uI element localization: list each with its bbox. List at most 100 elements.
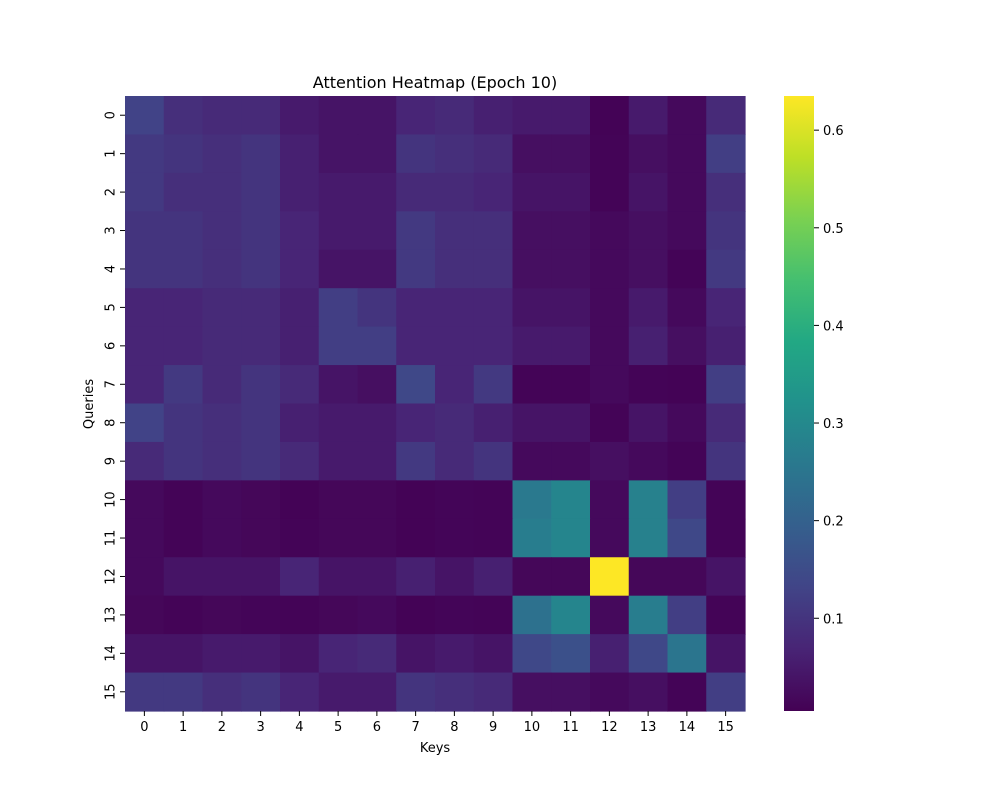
heatmap-cell-r5-c7 bbox=[396, 288, 436, 328]
heatmap-cell-r1-c13 bbox=[628, 134, 669, 174]
heatmap-cell-r8-c9 bbox=[473, 403, 514, 443]
heatmap-cell-r14-c12 bbox=[590, 634, 630, 674]
heatmap-cell-r15-c2 bbox=[202, 672, 242, 712]
heatmap-cell-r4-c10 bbox=[512, 249, 552, 289]
heatmap-cell-r5-c3 bbox=[241, 288, 281, 328]
heatmap-cell-r14-c1 bbox=[163, 634, 204, 674]
colorbar-ticks: 0.1 0.2 0.3 0.4 0.5 0.6 bbox=[814, 124, 844, 627]
heatmap-cell-r2-c5 bbox=[318, 172, 359, 212]
heatmap-cell-r12-c7 bbox=[396, 557, 436, 597]
heatmap-cell-r6-c11 bbox=[551, 326, 591, 366]
heatmap-cell-r14-c3 bbox=[241, 634, 281, 674]
heatmap-cell-r15-c4 bbox=[280, 672, 320, 712]
heatmap-cell-r15-c0 bbox=[125, 672, 165, 712]
colorbar-tick-label: 0.2 bbox=[823, 515, 844, 530]
x-tick-label: 14 bbox=[679, 720, 696, 735]
y-tick-label: 3 bbox=[104, 226, 119, 234]
heatmap-cell-r6-c9 bbox=[473, 326, 514, 366]
y-tick-label: 10 bbox=[104, 491, 119, 508]
heatmap-cell-r12-c5 bbox=[318, 557, 359, 597]
heatmap-cell-r13-c0 bbox=[125, 595, 165, 635]
heatmap-cell-r4-c2 bbox=[202, 249, 242, 289]
heatmap-cell-r5-c9 bbox=[473, 288, 514, 328]
heatmap-cell-r4-c3 bbox=[241, 249, 281, 289]
heatmap-cell-r11-c7 bbox=[396, 518, 436, 558]
heatmap-cell-r3-c13 bbox=[628, 211, 669, 251]
heatmap-cell-r11-c3 bbox=[241, 518, 281, 558]
heatmap-cell-r0-c2 bbox=[202, 96, 242, 136]
x-tick-label: 9 bbox=[489, 720, 497, 735]
heatmap-cell-r14-c8 bbox=[435, 634, 475, 674]
heatmap-cell-r14-c10 bbox=[512, 634, 552, 674]
heatmap-cell-r4-c0 bbox=[125, 249, 165, 289]
heatmap-cell-r0-c5 bbox=[318, 96, 359, 136]
heatmap-cell-r14-c15 bbox=[706, 634, 746, 674]
heatmap-cell-r5-c11 bbox=[551, 288, 591, 328]
y-tick-label: 9 bbox=[104, 457, 119, 465]
heatmap-cell-r3-c1 bbox=[163, 211, 204, 251]
heatmap-cell-r3-c15 bbox=[706, 211, 746, 251]
heatmap-cell-r6-c1 bbox=[163, 326, 204, 366]
heatmap-cell-r13-c10 bbox=[512, 595, 552, 635]
heatmap-cell-r13-c14 bbox=[667, 595, 707, 635]
heatmap-cell-r12-c4 bbox=[280, 557, 320, 597]
heatmap-cell-r1-c1 bbox=[163, 134, 204, 174]
heatmap-cell-r9-c13 bbox=[628, 441, 669, 481]
heatmap-cell-r13-c1 bbox=[163, 595, 204, 635]
heatmap-cell-r11-c14 bbox=[667, 518, 707, 558]
heatmap-cell-r14-c6 bbox=[357, 634, 397, 674]
heatmap-cell-r14-c0 bbox=[125, 634, 165, 674]
heatmap-cell-r2-c10 bbox=[512, 172, 552, 212]
heatmap-cell-r8-c12 bbox=[590, 403, 630, 443]
heatmap-cell-r5-c0 bbox=[125, 288, 165, 328]
heatmap-cell-r2-c15 bbox=[706, 172, 746, 212]
y-tick-label: 7 bbox=[104, 380, 119, 388]
heatmap-cell-r6-c6 bbox=[357, 326, 397, 366]
heatmap-cell-r5-c5 bbox=[318, 288, 359, 328]
heatmap-cell-r0-c12 bbox=[590, 96, 630, 136]
heatmap-cell-r9-c15 bbox=[706, 441, 746, 481]
heatmap-cell-r4-c11 bbox=[551, 249, 591, 289]
heatmap-cell-r2-c14 bbox=[667, 172, 707, 212]
heatmap-cell-r4-c14 bbox=[667, 249, 707, 289]
heatmap-cell-r1-c12 bbox=[590, 134, 630, 174]
heatmap-cell-r10-c13 bbox=[628, 480, 669, 520]
heatmap-cell-r14-c2 bbox=[202, 634, 242, 674]
heatmap-cell-r5-c13 bbox=[628, 288, 669, 328]
x-tick-label: 11 bbox=[562, 720, 579, 735]
heatmap-cell-r6-c7 bbox=[396, 326, 436, 366]
heatmap-cell-r13-c12 bbox=[590, 595, 630, 635]
heatmap-cell-r0-c15 bbox=[706, 96, 746, 136]
x-tick-label: 0 bbox=[140, 720, 148, 735]
heatmap-cell-r5-c6 bbox=[357, 288, 397, 328]
x-axis-ticks: 0 1 2 3 4 5 6 7 8 9 10 11 12 13 14 15 bbox=[140, 711, 734, 735]
heatmap-cell-r3-c11 bbox=[551, 211, 591, 251]
heatmap-cell-r6-c12 bbox=[590, 326, 630, 366]
heatmap-cell-r4-c7 bbox=[396, 249, 436, 289]
y-tick-label: 4 bbox=[104, 265, 119, 273]
colorbar-tick-label: 0.6 bbox=[823, 124, 844, 139]
heatmap-cell-r10-c12 bbox=[590, 480, 630, 520]
heatmap-cell-r2-c4 bbox=[280, 172, 320, 212]
heatmap-cell-r9-c9 bbox=[473, 441, 514, 481]
heatmap-cell-r15-c10 bbox=[512, 672, 552, 712]
heatmap-cell-r4-c5 bbox=[318, 249, 359, 289]
heatmap-cell-r15-c3 bbox=[241, 672, 281, 712]
heatmap-cell-r10-c0 bbox=[125, 480, 165, 520]
heatmap-cell-r12-c8 bbox=[435, 557, 475, 597]
heatmap-cell-r12-c13 bbox=[628, 557, 669, 597]
heatmap-cell-r14-c11 bbox=[551, 634, 591, 674]
x-tick-label: 8 bbox=[450, 720, 458, 735]
heatmap-cell-r12-c14 bbox=[667, 557, 707, 597]
heatmap-cell-r14-c14 bbox=[667, 634, 707, 674]
y-tick-label: 6 bbox=[104, 342, 119, 350]
heatmap-cell-r0-c4 bbox=[280, 96, 320, 136]
x-tick-label: 4 bbox=[295, 720, 303, 735]
heatmap-cell-r14-c5 bbox=[318, 634, 359, 674]
x-tick-label: 3 bbox=[256, 720, 264, 735]
heatmap-cell-r5-c10 bbox=[512, 288, 552, 328]
heatmap-cell-r8-c1 bbox=[163, 403, 204, 443]
heatmap-cell-r1-c14 bbox=[667, 134, 707, 174]
heatmap-cell-r10-c3 bbox=[241, 480, 281, 520]
